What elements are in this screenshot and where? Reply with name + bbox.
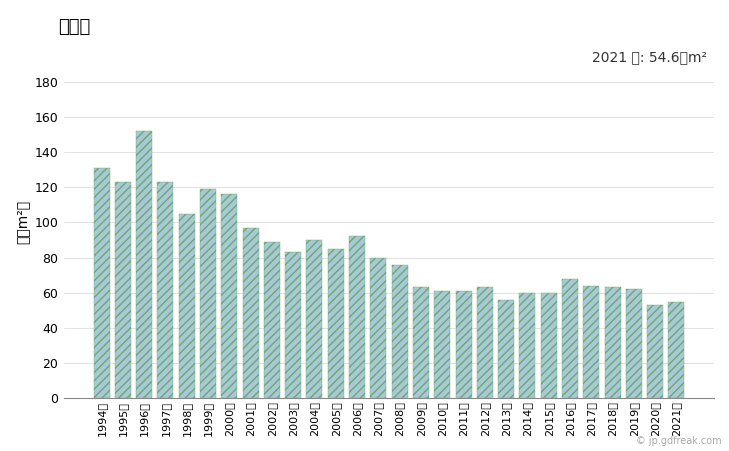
Bar [626,289,642,398]
Bar [285,252,301,398]
Text: © jp.gdfreak.com: © jp.gdfreak.com [636,437,722,446]
Bar [328,249,344,398]
Bar [306,240,322,398]
Bar [477,287,493,398]
Bar [520,293,535,398]
Bar [647,305,663,398]
Bar [222,194,237,398]
Bar [583,285,599,398]
Bar [498,300,514,398]
Bar [93,168,109,398]
Bar [562,279,578,398]
Bar [370,258,386,398]
Bar [391,265,408,398]
Bar [179,214,195,398]
Bar [541,293,557,398]
Bar [413,287,429,398]
Text: 2021 年: 54.6万m²: 2021 年: 54.6万m² [593,50,708,64]
Bar [243,228,259,398]
Bar [456,291,472,398]
Bar [115,182,130,398]
Bar [604,287,620,398]
Bar [349,236,365,398]
Bar [157,182,174,398]
Bar [136,131,152,398]
Bar [434,291,451,398]
Text: 床面積: 床面積 [58,18,90,36]
Bar [200,189,216,398]
Bar [264,242,280,398]
Bar [668,302,685,398]
Y-axis label: ［万m²］: ［万m²］ [15,200,29,244]
